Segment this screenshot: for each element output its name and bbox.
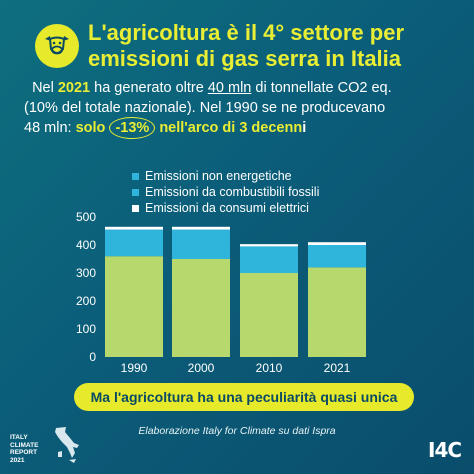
report-label: ITALY CLIMATE REPORT 2021 — [10, 434, 39, 464]
subtitle-line-1: Nel 2021 ha generato oltre 40 mln di ton… — [32, 80, 392, 96]
highlight-banner: Ma l'agricoltura ha una peculiarità quas… — [74, 383, 414, 411]
x-tick-label: 1990 — [121, 361, 148, 375]
cow-icon — [35, 24, 79, 68]
amount-highlight: 40 mln — [207, 80, 252, 96]
page-title: L'agricoltura è il 4° settore per emissi… — [88, 20, 468, 72]
y-tick-label: 0 — [89, 350, 96, 364]
legend-swatch — [132, 172, 139, 180]
legend-item-combustibili: Emissioni da combustibili fossili — [132, 184, 319, 200]
legend-swatch — [132, 204, 139, 212]
bar-segment — [105, 229, 163, 257]
bar-segment — [172, 229, 230, 259]
y-tick-label: 100 — [76, 322, 96, 336]
chart-legend: Emissioni non energetiche Emissioni da c… — [132, 168, 319, 216]
legend-item-consumi-elettrici: Emissioni da consumi elettrici — [132, 200, 319, 216]
title-line-2: emissioni di gas serra in Italia — [88, 46, 402, 71]
subtitle-line-3: 48 mln: solo -13% nell'arco di 3 decenni — [24, 117, 464, 139]
bar-segment — [308, 242, 366, 245]
y-tick-label: 400 — [76, 238, 96, 252]
y-tick-label: 200 — [76, 294, 96, 308]
subtitle-line-2: (10% del totale nazionale). Nel 1990 se … — [24, 100, 386, 116]
bar-segment — [172, 259, 230, 357]
bar-segment — [308, 267, 366, 357]
legend-item-non-energetiche: Emissioni non energetiche — [132, 168, 319, 184]
source-note: Elaborazione Italy for Climate su dati I… — [138, 425, 336, 437]
bar-segment — [105, 226, 163, 230]
year-highlight: 2021 — [57, 80, 91, 96]
percent-circled: -13% — [109, 117, 156, 139]
bar-segment — [240, 244, 298, 247]
legend-swatch — [132, 188, 139, 196]
x-tick-label: 2010 — [256, 361, 283, 375]
y-tick-label: 300 — [76, 266, 96, 280]
bar-segment — [240, 273, 298, 357]
bar-segment — [105, 256, 163, 357]
y-tick-label: 500 — [76, 210, 96, 224]
subtitle: Nel 2021 ha generato oltre 40 mln di ton… — [24, 78, 464, 139]
i4c-logo: I4C — [428, 438, 462, 462]
x-tick-label: 2000 — [188, 361, 215, 375]
title-line-1: L'agricoltura è il 4° settore per — [88, 20, 405, 45]
bar-segment — [308, 245, 366, 268]
x-tick-label: 2021 — [324, 361, 351, 375]
bar-segment — [240, 246, 298, 273]
bar-segment — [172, 226, 230, 230]
italy-map-icon — [55, 427, 79, 463]
